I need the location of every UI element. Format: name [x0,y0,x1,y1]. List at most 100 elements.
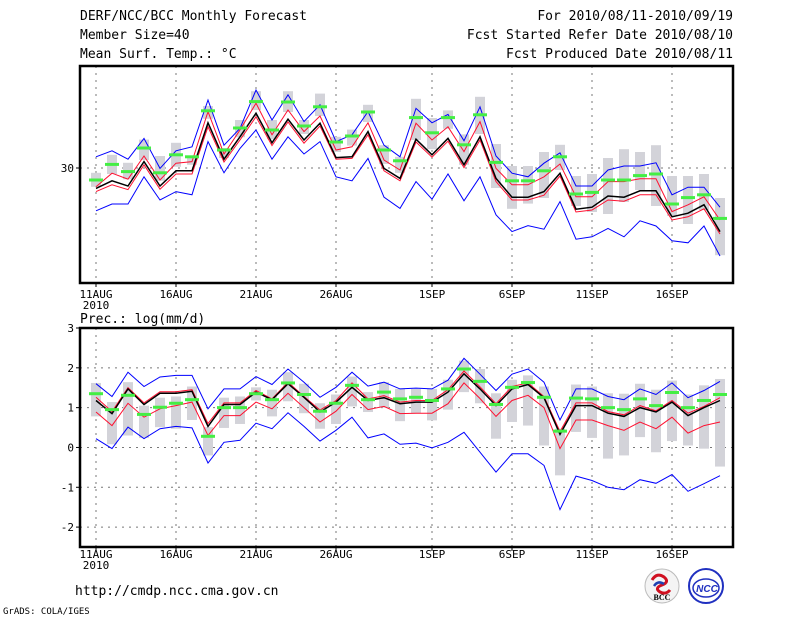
ensemble-spread-box [283,372,293,402]
median-marker [713,392,727,396]
median-marker [441,387,455,391]
median-marker [345,383,359,387]
ensemble-spread-box [347,376,357,407]
median-marker [297,392,311,396]
x-tick-label: 16AUG [159,548,192,561]
series-ci-upper-line [95,370,721,433]
ensemble-spread-box [699,385,709,449]
median-marker [121,170,135,174]
x-tick-label: 6SEP [499,288,526,301]
series-max-line [95,357,721,422]
ensemble-spread-box [379,145,389,164]
median-marker [329,401,343,405]
median-marker [377,390,391,394]
chart-title: DERF/NCC/BCC Monthly Forecast [80,9,307,24]
ensemble-spread-box [651,389,661,453]
x-tick-label: 6SEP [499,548,526,561]
ensemble-spread-box [587,386,597,438]
ensemble-spread-box [443,110,453,129]
bottom-panel-variable: Prec.: log(mm/d) [80,312,205,327]
ensemble-spread-box [219,397,229,428]
plot-frame [78,326,735,549]
median-marker [137,412,151,416]
x-tick-label: 16SEP [655,288,688,301]
median-marker [105,162,119,166]
median-marker [185,398,199,402]
ensemble-spread-box [667,176,677,216]
ensemble-spread-box [363,392,373,413]
median-marker [457,367,471,371]
x-tick-label: 11AUG [79,548,112,561]
median-marker [329,140,343,144]
ncc-logo-text: NCC [696,584,718,595]
median-marker [297,124,311,128]
bcc-emblem-icon [650,573,672,595]
ensemble-spread-box [667,380,677,442]
median-marker [153,405,167,409]
median-marker [633,397,647,401]
ensemble-spread-box [379,382,389,408]
median-marker [681,406,695,410]
ensemble-spread-box [331,394,341,424]
precipitation-panel: 11AUG 16AUG 21AUG 26AUG 1SEP 6SEP 11SEP 16SEP20… [61,322,735,572]
ensemble-spread-box [635,152,645,190]
ensemble-spread-box [715,198,725,256]
ensemble-spread-box [619,393,629,456]
median-marker [569,192,583,196]
median-marker [313,105,327,109]
ensemble-spread-box [507,166,517,209]
bcc-logo-text: BCC [654,593,671,602]
median-marker [521,381,535,385]
ensemble-spread-box [459,360,469,393]
x-tick-label: 1SEP [419,548,446,561]
median-marker [473,113,487,117]
forecast-period: For 2010/08/11-2010/09/19 [537,9,733,24]
median-marker [409,395,423,399]
footer-url[interactable]: http://cmdp.ncc.cma.gov.cn [75,584,279,599]
ensemble-spread-box [603,158,613,214]
globe-icon [692,578,720,598]
median-marker [281,100,295,104]
ensemble-spread-box [91,382,101,417]
ensemble-spread-box [539,386,549,446]
ensemble-spread-box [139,139,149,160]
median-marker [489,402,503,406]
ensemble-spread-box [427,388,437,421]
median-marker [473,379,487,383]
y-tick-label: 0 [67,441,74,454]
y-tick-label: 3 [67,322,74,335]
median-marker [249,392,263,396]
ensemble-spread-box [395,156,405,173]
ensemble-spread-box [171,396,181,429]
x-tick-label: 21AUG [239,548,272,561]
y-tick-label: -2 [61,521,74,534]
series-min-line [95,129,721,257]
ensemble-spread-box [107,402,117,445]
ensemble-spread-box [395,388,405,422]
ncc-logo: NCC [688,568,724,604]
median-marker [617,408,631,412]
ensemble-spread-box [347,129,357,146]
x-tick-label: 26AUG [319,548,352,561]
median-marker [233,406,247,410]
series-mean-line [95,372,721,436]
ensemble-spread-box [683,176,693,224]
median-marker [665,391,679,395]
median-marker [153,171,167,175]
median-marker [361,110,375,114]
median-marker [601,178,615,182]
median-marker [169,401,183,405]
median-marker [489,160,503,164]
top-panel-variable: Mean Surf. Temp.: °C [80,47,237,62]
ensemble-spread-box [411,388,421,414]
series-max-line [95,88,721,208]
median-marker [105,408,119,412]
median-marker [649,172,663,176]
x-year-label: 2010 [83,299,110,312]
x-tick-label: 11SEP [575,548,608,561]
median-marker [505,179,519,183]
median-marker [233,126,247,130]
median-marker [185,155,199,159]
median-marker [537,169,551,173]
